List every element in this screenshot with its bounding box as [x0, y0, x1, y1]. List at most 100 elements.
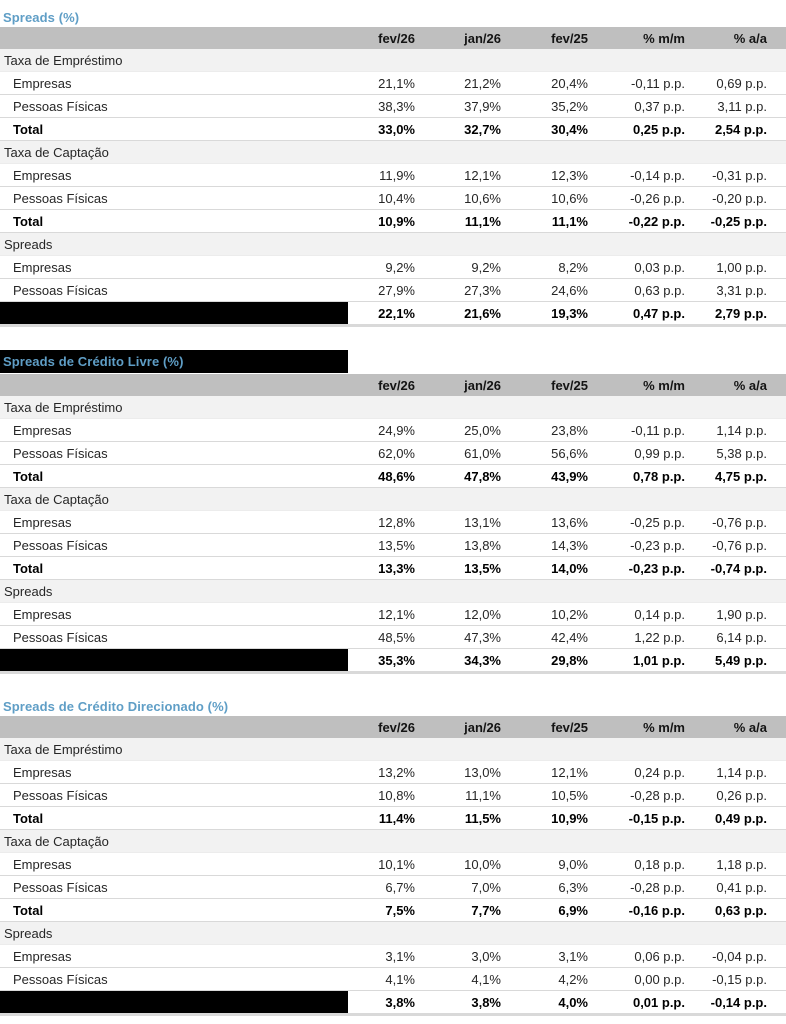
value-cell: -0,16 p.p.	[628, 902, 685, 918]
row-label: Empresas	[13, 514, 72, 530]
value-cell: 1,90 p.p.	[716, 606, 767, 622]
value-cell: 7,7%	[471, 902, 501, 918]
row-label: Empresas	[13, 422, 72, 438]
value-cell: 1,18 p.p.	[716, 856, 767, 872]
table-title-text: Spreads (%)	[3, 10, 80, 25]
value-cell: -0,14 p.p.	[710, 994, 767, 1010]
table-title-text: Spreads de Crédito Direcionado (%)	[3, 699, 229, 714]
table-row: 3,8% 3,8% 4,0% 0,01 p.p. -0,14 p.p.	[0, 991, 786, 1014]
table-title-redacted: Spreads de Crédito Livre (%)	[0, 350, 348, 373]
value-cell: 0,01 p.p.	[632, 994, 685, 1010]
table-row: Pessoas Físicas 6,7% 7,0% 6,3% -0,28 p.p. 0,4…	[0, 876, 786, 899]
value-cell: 2,54 p.p.	[714, 121, 767, 137]
table-row: 22,1% 21,6% 19,3% 0,47 p.p. 2,79 p.p.	[0, 302, 786, 325]
section-label: Taxa de Empréstimo	[4, 741, 123, 757]
value-cell: -0,26 p.p.	[630, 190, 685, 206]
value-cell: 7,5%	[385, 902, 415, 918]
spreads-table: Spreads de Crédito Direcionado (%) fev/26…	[0, 697, 786, 1016]
row-label: Empresas	[13, 75, 72, 91]
value-cell: 9,2%	[385, 259, 415, 275]
value-cell: 0,18 p.p.	[634, 856, 685, 872]
table-row: Empresas 12,1% 12,0% 10,2% 0,14 p.p. 1,90 p.p…	[0, 603, 786, 626]
table-row: Empresas 11,9% 12,1% 12,3% -0,14 p.p. -0,31 p…	[0, 164, 786, 187]
value-cell: -0,15 p.p.	[712, 971, 767, 987]
table-title: Spreads de Crédito Direcionado (%)	[0, 697, 786, 716]
value-cell: 11,9%	[379, 167, 415, 183]
header-spacer	[0, 27, 348, 49]
value-cell: 27,9%	[378, 282, 415, 298]
row-label: Empresas	[13, 167, 72, 183]
value-cell: 21,2%	[464, 75, 501, 91]
value-cell: 5,49 p.p.	[714, 652, 767, 668]
row-label: Empresas	[13, 764, 72, 780]
section-label: Spreads	[4, 925, 53, 941]
value-cell: 48,5%	[378, 629, 415, 645]
row-label: Pessoas Físicas	[13, 879, 108, 895]
redaction-bar	[0, 302, 348, 324]
value-cell: 12,1%	[464, 167, 501, 183]
table-header-row: fev/26 jan/26 fev/25 % m/m % a/a	[0, 374, 786, 396]
row-label: Total	[13, 121, 44, 137]
value-cell: 38,3%	[378, 98, 415, 114]
value-cell: 35,3%	[378, 652, 415, 668]
table-header-row: fev/26 jan/26 fev/25 % m/m % a/a	[0, 27, 786, 49]
value-cell: 0,63 p.p.	[634, 282, 685, 298]
row-label: Total	[13, 810, 44, 826]
value-cell: 48,6%	[378, 468, 415, 484]
value-cell: 0,47 p.p.	[632, 305, 685, 321]
value-cell: -0,22 p.p.	[628, 213, 685, 229]
section-header-row: Taxa de Captação	[0, 141, 786, 164]
table-row: Total 11,4% 11,5% 10,9% -0,15 p.p. 0,49 p.p.	[0, 807, 786, 830]
value-cell: 0,49 p.p.	[714, 810, 767, 826]
table-bottom-border	[0, 672, 786, 674]
value-cell: 12,1%	[378, 606, 415, 622]
value-cell: 10,4%	[378, 190, 415, 206]
value-cell: 10,9%	[378, 213, 415, 229]
row-label: Pessoas Físicas	[13, 537, 108, 553]
value-cell: 10,2%	[551, 606, 588, 622]
column-header: fev/25	[551, 719, 588, 735]
header-spacer	[0, 374, 348, 396]
table-row: Empresas 24,9% 25,0% 23,8% -0,11 p.p. 1,14 p.…	[0, 419, 786, 442]
value-cell: 47,3%	[464, 629, 501, 645]
table-row: Total 10,9% 11,1% 11,1% -0,22 p.p. -0,25 p.p.	[0, 210, 786, 233]
table-row: Empresas 13,2% 13,0% 12,1% 0,24 p.p. 1,14 p.p…	[0, 761, 786, 784]
value-cell: 3,1%	[385, 948, 415, 964]
column-header: fev/26	[378, 377, 415, 393]
value-cell: 3,1%	[558, 948, 588, 964]
value-cell: 13,8%	[464, 537, 501, 553]
value-cell: 13,5%	[464, 560, 501, 576]
value-cell: 1,14 p.p.	[716, 764, 767, 780]
value-cell: 0,14 p.p.	[634, 606, 685, 622]
row-label: Empresas	[13, 948, 72, 964]
value-cell: 34,3%	[464, 652, 501, 668]
spreads-table: Spreads (%) fev/26 jan/26 fev/25 % m/m % a/a T…	[0, 8, 786, 327]
redaction-bar	[0, 991, 348, 1013]
column-header: jan/26	[464, 30, 501, 46]
value-cell: -0,23 p.p.	[630, 537, 685, 553]
value-cell: 21,1%	[378, 75, 415, 91]
section-label: Taxa de Empréstimo	[4, 399, 123, 415]
section-label: Taxa de Captação	[4, 491, 109, 507]
section-header-row: Spreads	[0, 233, 786, 256]
value-cell: 27,3%	[464, 282, 501, 298]
value-cell: 12,0%	[464, 606, 501, 622]
value-cell: 0,69 p.p.	[716, 75, 767, 91]
table-header-row: fev/26 jan/26 fev/25 % m/m % a/a	[0, 716, 786, 738]
value-cell: 19,3%	[551, 305, 588, 321]
table-row: Empresas 3,1% 3,0% 3,1% 0,06 p.p. -0,04 p.p.	[0, 945, 786, 968]
spreads-table: Spreads de Crédito Livre (%) fev/26 jan/26…	[0, 350, 786, 674]
value-cell: 11,1%	[464, 213, 501, 229]
value-cell: 10,5%	[551, 787, 588, 803]
value-cell: 42,4%	[551, 629, 588, 645]
value-cell: 47,8%	[464, 468, 501, 484]
value-cell: -0,25 p.p.	[630, 514, 685, 530]
value-cell: 0,26 p.p.	[716, 787, 767, 803]
row-label: Total	[13, 560, 44, 576]
section-label: Spreads	[4, 583, 53, 599]
value-cell: -0,15 p.p.	[628, 810, 685, 826]
value-cell: 29,8%	[551, 652, 588, 668]
table-row: Pessoas Físicas 48,5% 47,3% 42,4% 1,22 p.p. 6…	[0, 626, 786, 649]
column-header: % a/a	[733, 377, 767, 393]
value-cell: 1,01 p.p.	[632, 652, 685, 668]
